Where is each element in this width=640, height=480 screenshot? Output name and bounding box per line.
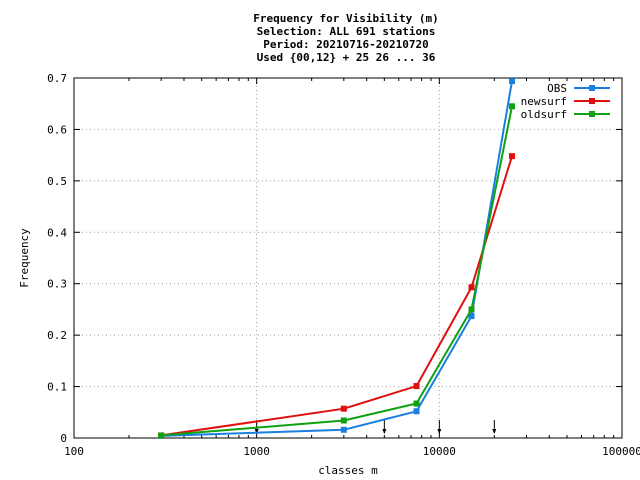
data-point-oldsurf xyxy=(468,306,475,313)
y-tick-label: 0.1 xyxy=(47,381,67,394)
data-point-oldsurf xyxy=(158,432,165,439)
y-tick-label: 0.2 xyxy=(47,329,67,342)
data-point-OBS xyxy=(468,313,475,320)
legend-marker-newsurf xyxy=(589,98,595,104)
data-point-OBS xyxy=(340,426,347,433)
x-tick-label: 100 xyxy=(64,445,84,458)
legend-label-OBS: OBS xyxy=(547,82,567,95)
data-point-newsurf xyxy=(509,153,516,160)
data-point-oldsurf xyxy=(413,400,420,407)
legend-label-oldsurf: oldsurf xyxy=(521,108,567,121)
title-line-4: Used {00,12} + 25 26 ... 36 xyxy=(257,51,436,64)
series-line-OBS xyxy=(161,80,513,437)
class-marker-arrowhead xyxy=(437,429,442,434)
title-line-2: Selection: ALL 691 stations xyxy=(257,25,436,38)
grid-lines xyxy=(74,78,622,438)
data-point-newsurf xyxy=(340,405,347,412)
series-line-newsurf xyxy=(161,155,513,437)
x-tick-label: 10000 xyxy=(423,445,456,458)
y-tick-label: 0.3 xyxy=(47,278,67,291)
y-tick-label: 0.5 xyxy=(47,175,67,188)
legend-marker-oldsurf xyxy=(589,111,595,117)
data-point-OBS xyxy=(509,78,516,85)
y-tick-labels: 0 0.1 0.2 0.3 0.4 0.5 0.6 0.7 xyxy=(47,72,67,445)
legend-marker-OBS xyxy=(589,85,595,91)
axis-ticks xyxy=(73,77,623,439)
x-tick-label: 100000 xyxy=(602,445,640,458)
x-tick-label: 1000 xyxy=(243,445,270,458)
series-line-oldsurf xyxy=(161,106,513,437)
chart-title: Frequency for Visibility (m)Selection: A… xyxy=(253,12,438,64)
data-point-OBS xyxy=(413,408,420,415)
x-tick-labels: 100 1000 10000 100000 xyxy=(64,445,640,458)
class-marker-arrowhead xyxy=(382,429,387,434)
y-axis-label: Frequency xyxy=(18,228,31,288)
data-point-newsurf xyxy=(468,284,475,291)
y-tick-label: 0.6 xyxy=(47,123,67,136)
data-point-newsurf xyxy=(413,383,420,390)
class-marker-arrowhead xyxy=(492,429,497,434)
data-point-oldsurf xyxy=(340,417,347,424)
title-line-3: Period: 20210716-20210720 xyxy=(263,38,429,51)
y-tick-label: 0.7 xyxy=(47,72,67,85)
y-tick-label: 0 xyxy=(60,432,67,445)
series-lines xyxy=(158,78,516,439)
data-point-oldsurf xyxy=(509,103,516,110)
plot-frame xyxy=(73,77,623,439)
class-marker-arrows xyxy=(254,420,497,434)
class-marker-arrowhead xyxy=(254,429,259,434)
x-axis-label: classes m xyxy=(318,464,378,477)
title-line-1: Frequency for Visibility (m) xyxy=(253,12,438,25)
legend-label-newsurf: newsurf xyxy=(521,95,567,108)
y-tick-label: 0.4 xyxy=(47,226,67,239)
